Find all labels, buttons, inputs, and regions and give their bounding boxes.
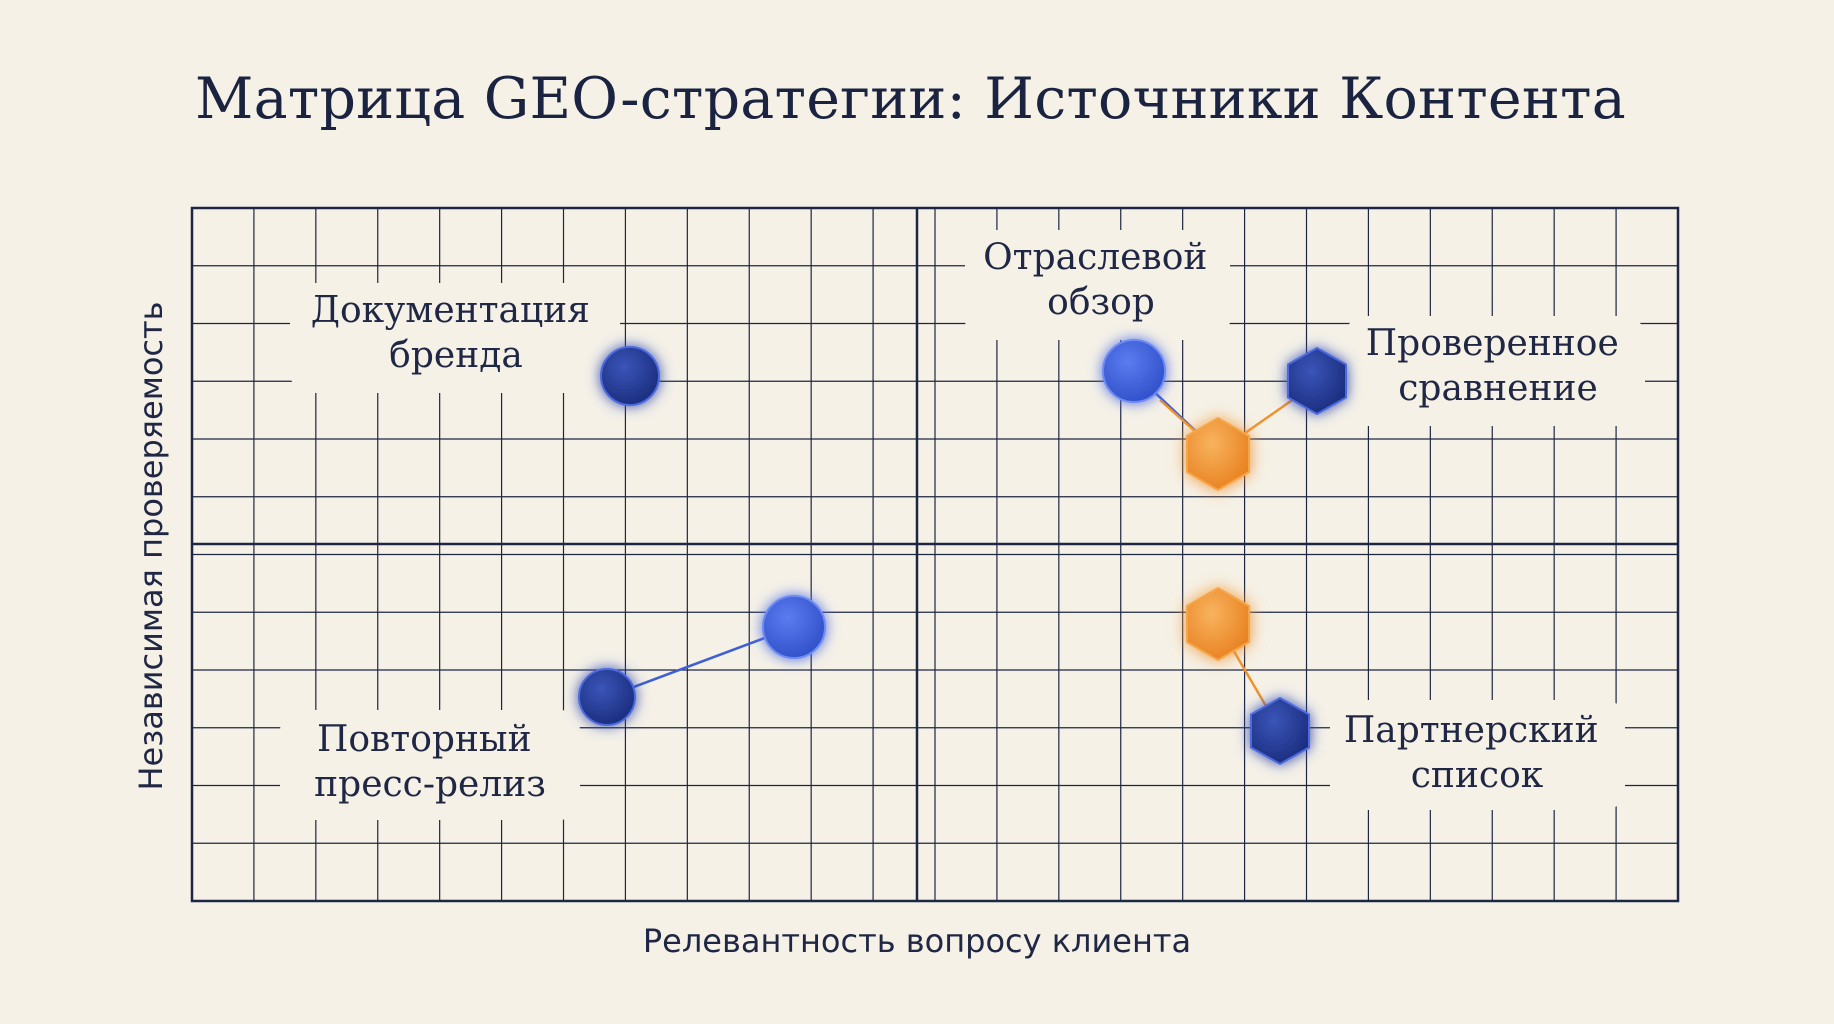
label-verified-comparison-line2: сравнение: [1398, 368, 1598, 409]
label-brand-doc-line1: Документация: [311, 290, 590, 331]
node-press-b: [762, 595, 826, 659]
edge-press: [606, 625, 795, 699]
node-hub-bottom: [1186, 586, 1250, 662]
node-industry-review: [1102, 339, 1166, 403]
label-industry-review-line1: Отраслевой: [983, 237, 1207, 278]
node-brand-doc: [600, 346, 660, 406]
label-press-release-line1: Повторный: [317, 719, 532, 760]
svg-text:Проверенное сравнение: Проверенное сравнение: [1366, 323, 1630, 409]
diagram-title: Матрица GEO-стратегии: Источники Контент…: [195, 66, 1626, 132]
label-verified-comparison-line1: Проверенное: [1366, 323, 1619, 364]
label-partner-list-line1: Партнерский: [1344, 710, 1599, 751]
label-industry-review-line2: обзор: [1047, 282, 1155, 323]
svg-text:Отраслевой обзор: Отраслевой обзор: [983, 237, 1219, 323]
svg-text:Партнерский список: Партнерский список: [1344, 710, 1610, 796]
matrix-frame: [190, 206, 1680, 903]
label-partner-list-line2: список: [1411, 755, 1544, 796]
y-axis-label: Независимая проверяемость: [132, 301, 170, 790]
x-axis-label: Релевантность вопросу клиента: [643, 922, 1191, 960]
svg-text:Документация бренда: Документация бренда: [311, 290, 602, 376]
node-hub-top: [1186, 416, 1250, 492]
label-brand-doc-line2: бренда: [389, 335, 523, 376]
label-backdrops: [280, 230, 1645, 820]
nodes: [578, 339, 1347, 766]
node-verified-comparison: [1287, 346, 1347, 416]
svg-text:Повторный пресс-релиз: Повторный пресс-релиз: [314, 719, 546, 805]
node-press-a: [578, 668, 636, 726]
node-partner-list: [1250, 696, 1310, 766]
label-press-release-line2: пресс-релиз: [314, 764, 546, 805]
